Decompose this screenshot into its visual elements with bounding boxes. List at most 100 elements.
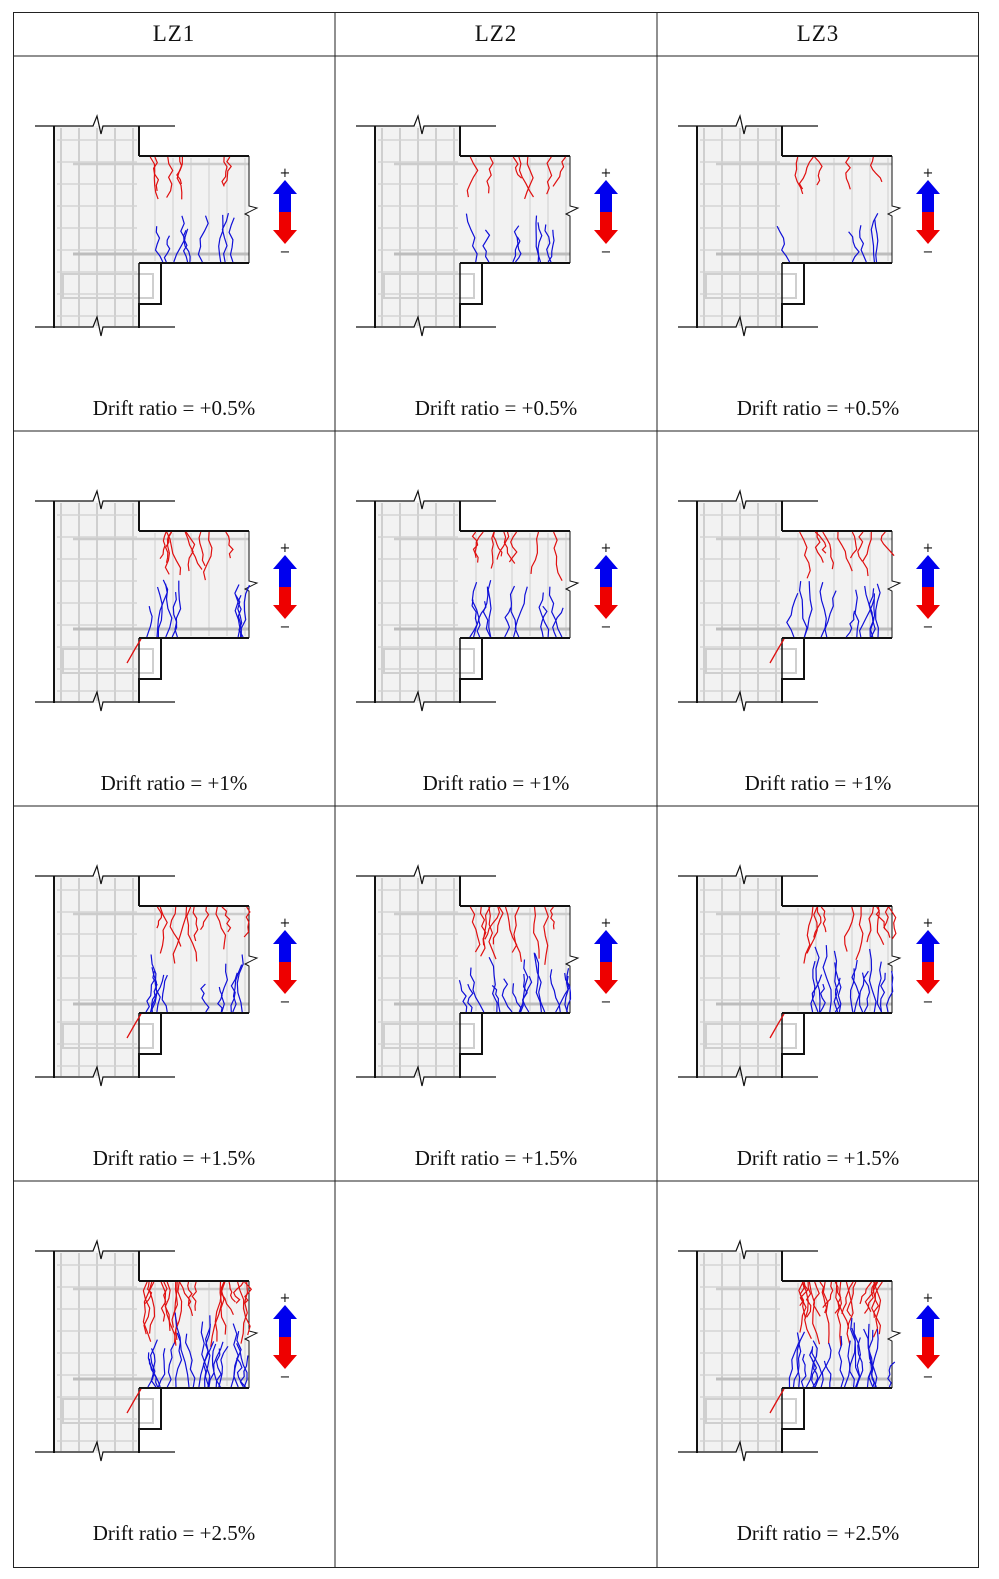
corbel-outline bbox=[781, 1012, 805, 1078]
arrow-up bbox=[916, 930, 940, 962]
plus-sign: + bbox=[601, 541, 612, 556]
minus-sign: − bbox=[280, 995, 291, 1010]
minus-sign: − bbox=[923, 1370, 934, 1385]
arrow-up bbox=[916, 1305, 940, 1337]
plus-sign: + bbox=[280, 916, 291, 931]
minus-sign: − bbox=[280, 1370, 291, 1385]
corbel-outline bbox=[138, 637, 162, 703]
cell-lz1-0.5: + − Drift ratio = +0.5% bbox=[13, 56, 335, 431]
arrow-down bbox=[273, 587, 297, 619]
load-direction-arrow: +− bbox=[916, 541, 940, 635]
corbel-outline bbox=[459, 1012, 483, 1078]
minus-sign: − bbox=[601, 620, 612, 635]
cell-lz3-1.5: + − Drift ratio = +1.5% bbox=[657, 806, 979, 1181]
arrow-up bbox=[594, 930, 618, 962]
load-direction-arrow: +− bbox=[916, 1291, 940, 1385]
minus-sign: − bbox=[923, 245, 934, 260]
minus-sign: − bbox=[280, 245, 291, 260]
arrow-up bbox=[273, 930, 297, 962]
arrow-down bbox=[273, 1337, 297, 1369]
arrow-down bbox=[594, 962, 618, 994]
cell-lz2-0.5: + − Drift ratio = +0.5% bbox=[335, 56, 657, 431]
load-direction-arrow: +− bbox=[273, 166, 297, 260]
joint-drawing: +− bbox=[678, 1238, 940, 1462]
minus-sign: − bbox=[923, 995, 934, 1010]
load-direction-arrow: +− bbox=[594, 541, 618, 635]
joint-drawing: +− bbox=[356, 488, 618, 712]
arrow-down bbox=[273, 212, 297, 244]
joint-drawing: +− bbox=[356, 113, 618, 337]
plus-sign: + bbox=[280, 1291, 291, 1306]
cell-lz1-1: + − Drift ratio = +1% bbox=[13, 431, 335, 806]
corbel-outline bbox=[781, 262, 805, 328]
arrow-down bbox=[594, 587, 618, 619]
drift-caption: Drift ratio = +2.5% bbox=[736, 1521, 900, 1545]
corbel-outline bbox=[781, 637, 805, 703]
arrow-down bbox=[916, 212, 940, 244]
arrow-down bbox=[916, 962, 940, 994]
joint-drawing: +− bbox=[35, 863, 297, 1087]
drift-caption: Drift ratio = +0.5% bbox=[736, 396, 900, 420]
corbel-outline bbox=[138, 262, 162, 328]
joint-drawing: +− bbox=[678, 488, 940, 712]
arrow-down bbox=[594, 212, 618, 244]
cell-lz2-empty bbox=[335, 1181, 657, 1556]
header-lz2: LZ2 bbox=[474, 21, 518, 46]
arrow-down bbox=[273, 962, 297, 994]
load-direction-arrow: +− bbox=[273, 916, 297, 1010]
cell-lz3-0.5: + − Drift ratio = +0.5% bbox=[657, 56, 979, 431]
corbel-outline bbox=[138, 1012, 162, 1078]
drift-caption: Drift ratio = +1.5% bbox=[92, 1146, 256, 1170]
joint-drawing: +− bbox=[678, 113, 940, 337]
drift-caption: Drift ratio = +1.5% bbox=[736, 1146, 900, 1170]
plus-sign: + bbox=[923, 541, 934, 556]
header-lz1: LZ1 bbox=[152, 21, 196, 46]
minus-sign: − bbox=[923, 620, 934, 635]
arrow-down bbox=[916, 587, 940, 619]
corbel-outline bbox=[781, 1387, 805, 1453]
header-lz3: LZ3 bbox=[796, 21, 840, 46]
corbel-outline bbox=[459, 637, 483, 703]
drift-caption: Drift ratio = +1.5% bbox=[414, 1146, 578, 1170]
joint-drawing: +− bbox=[678, 863, 940, 1087]
minus-sign: − bbox=[601, 995, 612, 1010]
joint-drawing: +− bbox=[35, 488, 297, 712]
cell-lz3-1: + − Drift ratio = +1% bbox=[657, 431, 979, 806]
plus-sign: + bbox=[601, 916, 612, 931]
joint-drawing: +− bbox=[35, 113, 297, 337]
cell-lz2-1.5: + − Drift ratio = +1.5% bbox=[335, 806, 657, 1181]
arrow-up bbox=[594, 555, 618, 587]
joint-drawing: +− bbox=[356, 863, 618, 1087]
cell-lz1-1.5: + − Drift ratio = +1.5% bbox=[13, 806, 335, 1181]
plus-sign: + bbox=[280, 166, 291, 181]
drift-caption: Drift ratio = +1% bbox=[422, 771, 570, 795]
plus-sign: + bbox=[280, 541, 291, 556]
load-direction-arrow: +− bbox=[594, 166, 618, 260]
arrow-down bbox=[916, 1337, 940, 1369]
drift-caption: Drift ratio = +1% bbox=[744, 771, 892, 795]
cell-lz1-2.5: + − Drift ratio = +2.5% bbox=[13, 1181, 335, 1556]
drift-caption: Drift ratio = +1% bbox=[100, 771, 248, 795]
minus-sign: − bbox=[601, 245, 612, 260]
arrow-up bbox=[916, 555, 940, 587]
plus-sign: + bbox=[923, 166, 934, 181]
cell-lz2-1: + − Drift ratio = +1% bbox=[335, 431, 657, 806]
load-direction-arrow: +− bbox=[273, 1291, 297, 1385]
plus-sign: + bbox=[923, 1291, 934, 1306]
cell-lz3-2.5: + − Drift ratio = +2.5% bbox=[657, 1181, 979, 1556]
specimen-grid: LZ1 LZ2 LZ3 + − Drift ratio = +0.5% + − Dr… bbox=[13, 12, 979, 1568]
arrow-up bbox=[594, 180, 618, 212]
arrow-up bbox=[273, 1305, 297, 1337]
load-direction-arrow: +− bbox=[916, 916, 940, 1010]
minus-sign: − bbox=[280, 620, 291, 635]
drift-caption: Drift ratio = +2.5% bbox=[92, 1521, 256, 1545]
corbel-outline bbox=[459, 262, 483, 328]
joint-drawing: +− bbox=[35, 1238, 297, 1462]
load-direction-arrow: +− bbox=[273, 541, 297, 635]
drift-caption: Drift ratio = +0.5% bbox=[92, 396, 256, 420]
arrow-up bbox=[273, 555, 297, 587]
plus-sign: + bbox=[923, 916, 934, 931]
corbel-outline bbox=[138, 1387, 162, 1453]
plus-sign: + bbox=[601, 166, 612, 181]
arrow-up bbox=[273, 180, 297, 212]
